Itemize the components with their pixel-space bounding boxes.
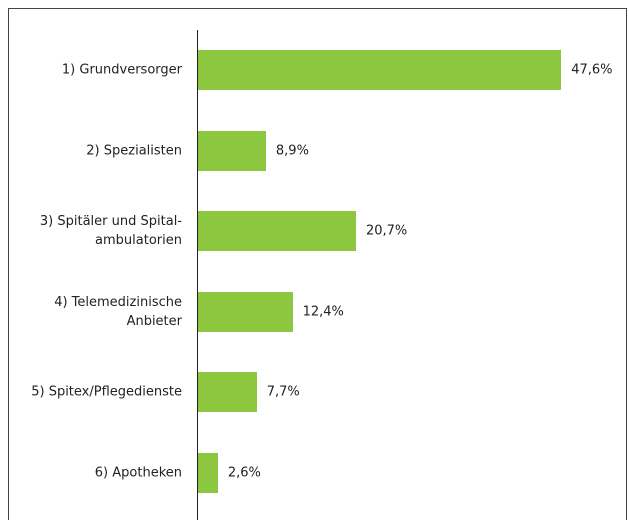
value-label: 12,4% xyxy=(302,304,344,320)
frame xyxy=(8,8,627,520)
value-label: 8,9% xyxy=(275,143,309,159)
category-label: 2) Spezialisten xyxy=(86,143,182,159)
bar xyxy=(198,291,293,332)
bar xyxy=(198,211,356,252)
value-label: 20,7% xyxy=(365,223,408,239)
value-label: 2,6% xyxy=(227,465,261,481)
value-label: 7,7% xyxy=(266,384,300,400)
category-label: 4) Telemedizinische Anbieter xyxy=(54,294,182,329)
bar xyxy=(198,372,257,413)
bar xyxy=(198,130,266,171)
category-label: 6) Apotheken xyxy=(94,465,182,481)
bar xyxy=(198,453,218,493)
axis-line xyxy=(197,30,198,520)
category-label: 1) Grundversorger xyxy=(61,62,182,78)
bar xyxy=(198,50,562,90)
value-label: 47,6% xyxy=(571,62,613,78)
category-label: 3) Spitäler und Spital- ambulatorien xyxy=(39,214,182,249)
category-label: 5) Spitex/Pflegedienste xyxy=(31,384,182,400)
